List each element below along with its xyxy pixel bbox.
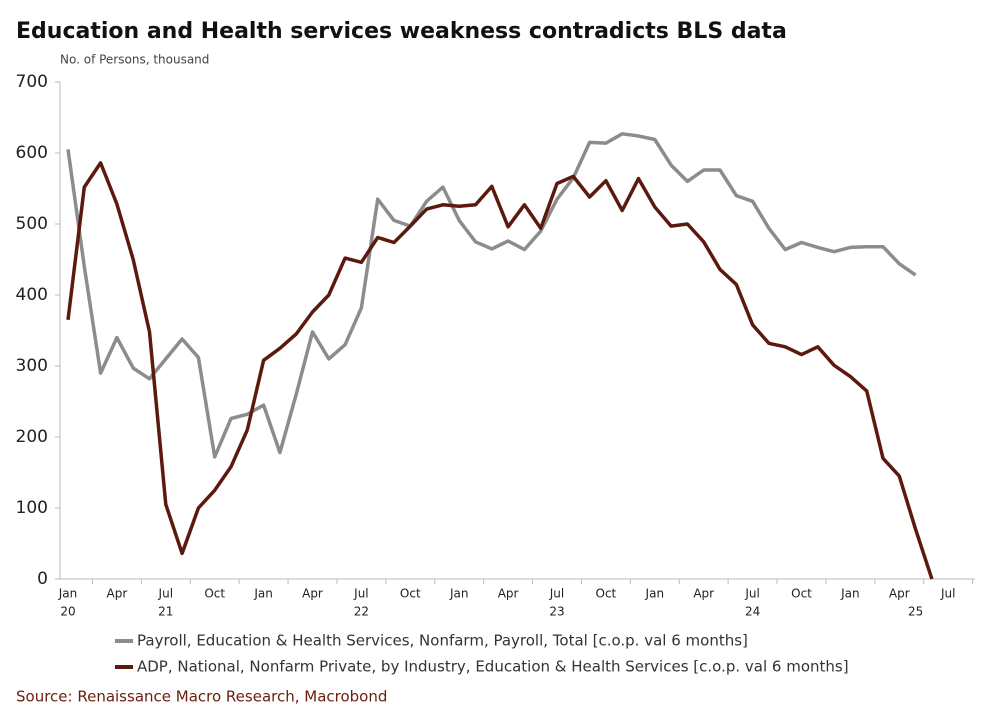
source: Source: Renaissance Macro Research, Macr… xyxy=(16,688,387,706)
x-tick-label: Jul xyxy=(549,587,564,601)
y-tick-label: 200 xyxy=(16,427,48,447)
x-tick-label: Jan xyxy=(253,587,273,601)
x-tick-label: Apr xyxy=(693,587,714,601)
x-tick-label: Jul xyxy=(158,587,173,601)
x-year-label: 24 xyxy=(745,605,760,619)
x-year-label: 23 xyxy=(549,605,564,619)
x-tick-label: Oct xyxy=(400,587,421,601)
x-tick-label: Oct xyxy=(596,587,617,601)
y-tick-label: 300 xyxy=(16,356,48,376)
x-year-label: 21 xyxy=(158,605,173,619)
y-tick-label: 400 xyxy=(16,285,48,305)
x-tick-label: Jul xyxy=(744,587,759,601)
series-line xyxy=(66,132,917,459)
y-tick-label: 100 xyxy=(16,498,48,518)
x-tick-label: Jan xyxy=(449,587,469,601)
x-tick-label: Jan xyxy=(840,587,860,601)
x-tick-label: Apr xyxy=(302,587,323,601)
y-axis-label: No. of Persons, thousand xyxy=(60,53,209,67)
x-year-label: 25 xyxy=(908,605,923,619)
y-tick-label: 700 xyxy=(16,72,48,92)
x-tick-label: Jul xyxy=(353,587,368,601)
x-tick-label: Jul xyxy=(940,587,955,601)
chart-title: Education and Health services weakness c… xyxy=(16,19,787,44)
x-year-label: 22 xyxy=(354,605,369,619)
x-year-label: 20 xyxy=(60,605,75,619)
x-tick-label: Jan xyxy=(645,587,665,601)
x-tick-label: Oct xyxy=(791,587,812,601)
x-tick-label: Apr xyxy=(498,587,519,601)
x-tick-label: Apr xyxy=(889,587,910,601)
y-tick-label: 0 xyxy=(37,569,48,589)
x-tick-label: Apr xyxy=(107,587,128,601)
y-tick-label: 600 xyxy=(16,143,48,163)
y-tick-label: 500 xyxy=(16,214,48,234)
x-tick-label: Oct xyxy=(204,587,225,601)
x-tick-label: Jan xyxy=(58,587,78,601)
legend-label: ADP, National, Nonfarm Private, by Indus… xyxy=(137,658,849,676)
legend-label: Payroll, Education & Health Services, No… xyxy=(137,632,748,650)
series-line xyxy=(66,161,934,580)
